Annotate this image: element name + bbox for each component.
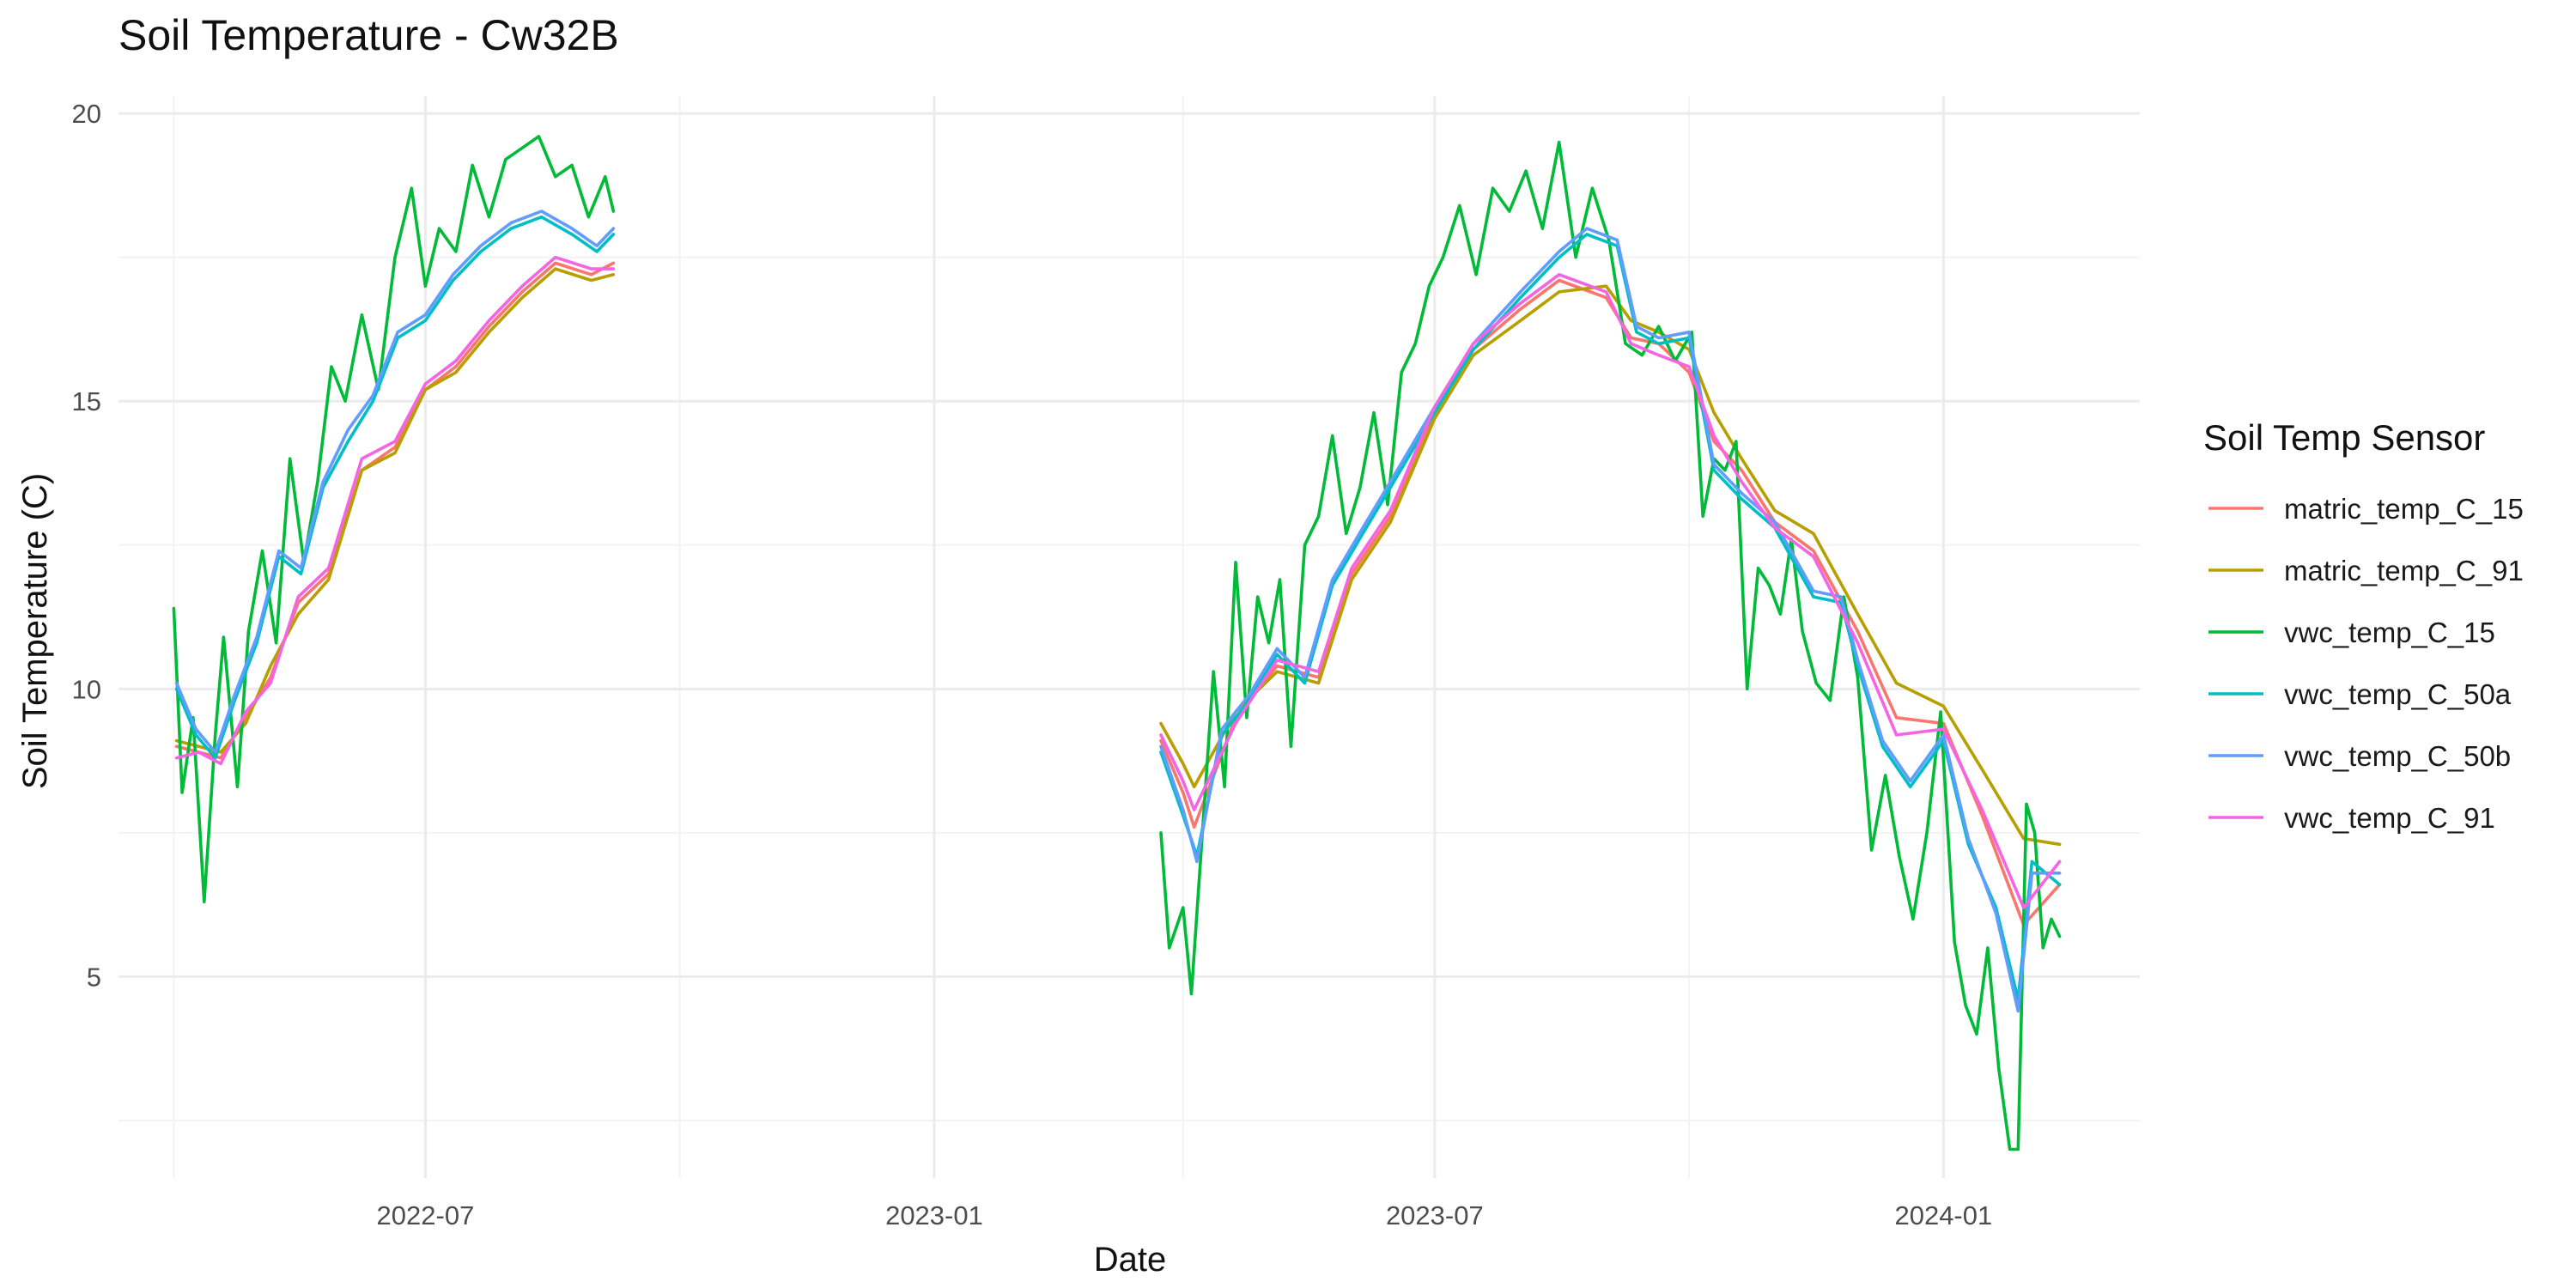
axes: 5 10 15 20 2022-07 2023-01 2023-07 2024-01 <box>72 99 1993 1230</box>
x-tick-label: 2023-01 <box>885 1200 983 1230</box>
legend-label-vwc_temp_C_15: vwc_temp_C_15 <box>2284 617 2495 648</box>
x-axis-title: Date <box>1094 1241 1167 1279</box>
series-line-matric_temp_C_15 <box>1159 278 2062 927</box>
grid <box>118 96 2140 1178</box>
legend-label-matric_temp_C_91: matric_temp_C_91 <box>2284 555 2524 586</box>
legend-label-vwc_temp_C_91: vwc_temp_C_91 <box>2284 802 2495 834</box>
legend-label-vwc_temp_C_50a: vwc_temp_C_50a <box>2284 678 2512 710</box>
series-line-vwc_temp_C_50a <box>1159 233 2062 1001</box>
chart-title: Soil Temperature - Cw32B <box>118 11 619 59</box>
series-vwc_temp_C_50b <box>174 210 2062 1013</box>
series-line-vwc_temp_C_50a <box>174 215 616 760</box>
legend-title: Soil Temp Sensor <box>2203 417 2485 458</box>
x-tick-label: 2024-01 <box>1894 1200 1992 1230</box>
y-tick-label: 5 <box>87 962 101 992</box>
series-line-vwc_temp_C_50b <box>1159 227 2062 1013</box>
series-matric_temp_C_15 <box>174 261 2062 927</box>
plot-area <box>172 135 2062 1151</box>
x-tick-label: 2022-07 <box>377 1200 475 1230</box>
series-line-vwc_temp_C_15 <box>172 135 616 904</box>
series-line-vwc_temp_C_50b <box>174 210 616 754</box>
legend-label-matric_temp_C_15: matric_temp_C_15 <box>2284 493 2524 525</box>
series-vwc_temp_C_91 <box>174 255 2062 909</box>
series-vwc_temp_C_15 <box>172 135 2062 1151</box>
series-line-vwc_temp_C_15 <box>1159 140 2062 1151</box>
legend-label-vwc_temp_C_50b: vwc_temp_C_50b <box>2284 740 2511 772</box>
x-tick-label: 2023-07 <box>1386 1200 1484 1230</box>
y-tick-label: 15 <box>72 386 101 416</box>
y-tick-label: 10 <box>72 674 101 704</box>
legend: Soil Temp Sensor matric_temp_C_15 matric_… <box>2203 417 2524 834</box>
y-tick-label: 20 <box>72 99 101 129</box>
series-line-vwc_temp_C_91 <box>174 255 616 766</box>
series-line-vwc_temp_C_91 <box>1159 273 2062 909</box>
y-axis-title: Soil Temperature (C) <box>16 473 54 789</box>
